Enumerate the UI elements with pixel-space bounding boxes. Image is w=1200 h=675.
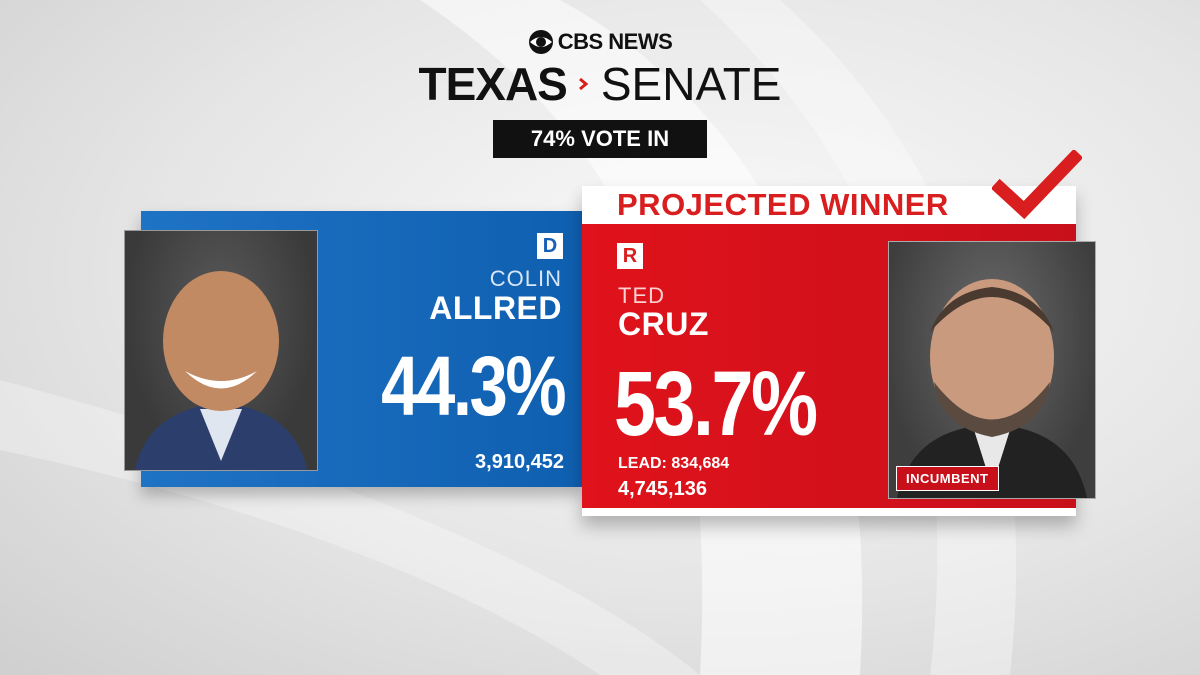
democrat-percent: 44.3% <box>380 339 566 433</box>
republican-percent: 53.7% <box>614 353 818 455</box>
democrat-votes: 3,910,452 <box>475 451 564 473</box>
republican-party-badge: R <box>617 243 643 269</box>
republican-photo <box>888 241 1096 499</box>
network-logo: CBS NEWS <box>0 28 1200 56</box>
republican-first-name: TED <box>618 283 665 308</box>
democrat-party-badge: D <box>537 233 563 259</box>
network-name: CBS NEWS <box>557 29 673 54</box>
vote-in-badge: 74% VOTE IN <box>493 120 707 158</box>
incumbent-badge: INCUMBENT <box>896 466 999 491</box>
cbs-eye-icon <box>528 30 553 54</box>
projected-winner-label: PROJECTED WINNER <box>617 187 949 222</box>
checkmark-icon <box>992 150 1082 220</box>
democrat-first-name: COLIN <box>489 266 562 291</box>
state-name: TEXAS <box>418 58 567 110</box>
republican-votes: 4,745,136 <box>618 478 707 500</box>
header: CBS NEWS TEXAS SENATE 74% VOTE IN <box>0 28 1200 158</box>
republican-lead: LEAD: 834,684 <box>618 455 730 472</box>
office-name: SENATE <box>600 58 782 110</box>
republican-last-name: CRUZ <box>618 306 709 342</box>
democrat-photo <box>124 230 318 471</box>
chevron-right-icon <box>578 77 589 91</box>
democrat-last-name: ALLRED <box>429 290 562 326</box>
race-title: TEXAS SENATE <box>0 58 1200 110</box>
